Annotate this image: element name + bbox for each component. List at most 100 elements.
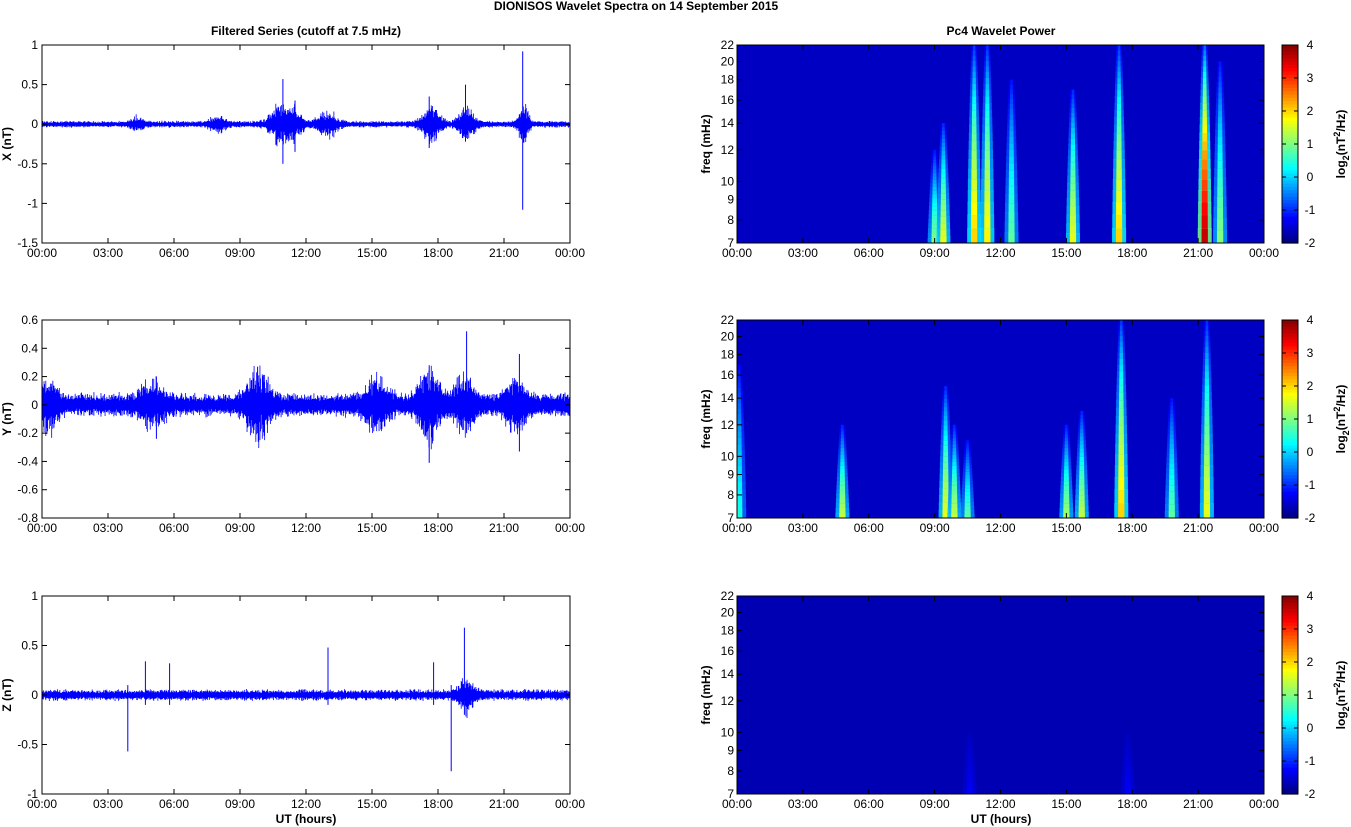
y-tick-label: 8 xyxy=(727,213,734,227)
streak-core xyxy=(1118,454,1125,466)
streak-core xyxy=(932,172,937,177)
streak-core xyxy=(1169,468,1175,475)
streak-core xyxy=(1218,86,1222,93)
y-tick-label: 18 xyxy=(721,73,735,87)
colorbar-segment xyxy=(1282,186,1298,191)
streak-core xyxy=(940,193,946,200)
colorbar-segment xyxy=(1282,45,1298,49)
streak-core xyxy=(1008,194,1015,204)
colorbar-segment xyxy=(1282,366,1298,371)
colorbar-segment xyxy=(1282,409,1298,413)
colorbar-label-part: /Hz) xyxy=(1334,661,1348,683)
colorbar-segment xyxy=(1282,435,1298,440)
y-tick-label: -0.5 xyxy=(17,738,38,752)
x-tick-label: 06:00 xyxy=(854,521,884,535)
streak-core xyxy=(967,770,973,775)
y-tick-label: 0.2 xyxy=(21,370,38,384)
colorbar-segment xyxy=(1282,711,1298,716)
colorbar-segment xyxy=(1282,68,1298,72)
streak-core xyxy=(931,228,938,234)
streak-core xyxy=(942,494,949,503)
colorbar-segment xyxy=(1282,461,1298,466)
x-tick-label: 15:00 xyxy=(357,246,387,260)
colorbar-segment xyxy=(1282,343,1298,347)
streak-core xyxy=(1202,77,1207,84)
y-tick-label: 18 xyxy=(721,624,735,638)
streak-core xyxy=(933,152,936,157)
colorbar-segment xyxy=(1282,662,1298,666)
streak-core xyxy=(1064,440,1069,445)
colorbar-label-part: 2 xyxy=(1341,155,1351,160)
colorbar-segment xyxy=(1282,508,1298,512)
colorbar-segment xyxy=(1282,170,1298,175)
streak-core xyxy=(943,450,948,457)
streak-core xyxy=(737,418,742,426)
streak-core xyxy=(1119,346,1123,353)
streak-core xyxy=(1201,190,1208,203)
colorbar-label-part: log xyxy=(1334,435,1348,453)
power-streak-4 xyxy=(947,424,962,518)
streak-core xyxy=(1116,141,1122,151)
colorbar-segment xyxy=(1282,701,1298,706)
x-tick-label: 18:00 xyxy=(423,521,453,535)
streak-core xyxy=(943,406,948,412)
colorbar-segment xyxy=(1282,787,1298,792)
colorbar-segment xyxy=(1282,111,1298,115)
streak-core xyxy=(1119,377,1124,386)
colorbar-segment xyxy=(1282,349,1298,354)
colorbar-segment xyxy=(1282,150,1298,155)
colorbar-segment xyxy=(1282,764,1298,769)
streak-core xyxy=(1201,214,1208,229)
streak-core xyxy=(1117,89,1121,97)
streak-core xyxy=(840,461,845,466)
y-tick-label: 12 xyxy=(721,143,735,157)
streak-core xyxy=(1009,113,1014,120)
streak-core xyxy=(840,443,845,448)
colorbar-segment xyxy=(1282,475,1298,479)
streak-core xyxy=(1071,98,1075,104)
streak-core xyxy=(942,502,949,511)
streak-core xyxy=(1064,461,1069,466)
streak-core xyxy=(986,49,989,56)
colorbar-segment xyxy=(1282,688,1298,693)
streak-core xyxy=(1116,190,1122,203)
colorbar-segment xyxy=(1282,219,1298,224)
colorbar-tick-label: -2 xyxy=(1305,511,1316,525)
colorbar-segment xyxy=(1282,101,1298,105)
streak-core xyxy=(1117,71,1121,78)
streak-core xyxy=(1117,65,1121,72)
streak-core xyxy=(984,159,990,170)
streak-core xyxy=(972,96,977,104)
streak-core xyxy=(932,194,937,199)
streak-core xyxy=(965,456,970,460)
streak-core xyxy=(737,508,743,518)
colorbar-segment xyxy=(1282,671,1298,676)
streak-core xyxy=(1010,88,1013,94)
streak-core xyxy=(1170,405,1174,410)
streak-core xyxy=(1124,787,1131,792)
streak-core xyxy=(965,459,970,463)
streak-core xyxy=(1079,469,1085,476)
colorbar-segment xyxy=(1282,193,1298,198)
streak-core xyxy=(737,368,741,374)
colorbar-segment xyxy=(1282,120,1298,125)
streak-core xyxy=(964,491,971,496)
colorbar-tick-label: 1 xyxy=(1307,688,1314,702)
streak-core xyxy=(972,65,976,72)
colorbar-segment xyxy=(1282,114,1298,119)
colorbar-segment xyxy=(1282,362,1298,367)
streak-core xyxy=(1063,485,1070,491)
streak-core xyxy=(1009,136,1014,144)
colorbar-tick-label: 4 xyxy=(1307,38,1314,52)
streak-core xyxy=(942,468,949,476)
colorbar-segment xyxy=(1282,127,1298,132)
streak-core xyxy=(1119,384,1124,393)
colorbar-segment xyxy=(1282,721,1298,726)
colorbar-segment xyxy=(1282,658,1298,663)
streak-core xyxy=(1119,324,1123,331)
colorbar-segment xyxy=(1282,91,1298,96)
streak-core xyxy=(1117,77,1121,84)
colorbar-segment xyxy=(1282,609,1298,614)
colorbar-segment xyxy=(1282,213,1298,218)
streak-core xyxy=(1217,151,1223,161)
